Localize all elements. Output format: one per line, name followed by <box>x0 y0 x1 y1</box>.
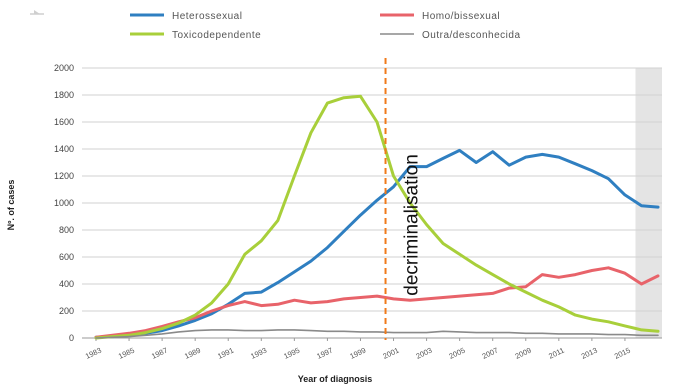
y-tick-label: 1200 <box>54 171 74 181</box>
legend-label: Outra/desconhecida <box>422 30 521 41</box>
legend-label: Homo/bissexual <box>422 11 500 22</box>
y-tick-label: 1000 <box>54 198 74 208</box>
series-line-heterossexual <box>94 148 660 339</box>
x-tick-label: 1999 <box>348 346 367 361</box>
x-axis-title: Year of diagnosis <box>298 374 373 384</box>
x-tick-label: 1995 <box>282 346 301 361</box>
y-tick-label: 1800 <box>54 90 74 100</box>
legend-label: Heterossexual <box>172 11 242 22</box>
y-tick-label: 200 <box>59 306 74 316</box>
y-tick-label: 400 <box>59 279 74 289</box>
x-tick-label: 2013 <box>580 346 599 361</box>
x-axis: 1983 1985 1987 1989 1991 1993 1995 1997 1999 2001… <box>84 338 632 361</box>
x-tick-label: 2011 <box>547 346 565 361</box>
series-line-toxicodependente <box>94 94 660 340</box>
x-tick-label: 2005 <box>448 346 467 361</box>
top-left-corner-mark <box>30 10 44 15</box>
x-tick-label: 1997 <box>315 346 334 361</box>
x-tick-label: 2007 <box>481 346 500 361</box>
series-lines <box>94 94 660 340</box>
gridlines <box>82 67 662 339</box>
x-tick-label: 1989 <box>183 346 202 361</box>
legend: Heterossexual Homo/bissexual Toxicodepende… <box>130 11 521 41</box>
x-tick-label: 2003 <box>415 346 434 361</box>
x-tick-label: 2015 <box>613 346 632 361</box>
legend-label: Toxicodependente <box>172 30 261 41</box>
y-tick-label: 1600 <box>54 117 74 127</box>
x-tick-label: 1991 <box>216 346 235 361</box>
series-line-outra-desconhecida <box>95 329 659 339</box>
x-tick-label: 1987 <box>150 346 169 361</box>
y-tick-label: 800 <box>59 225 74 235</box>
y-tick-label: 2000 <box>54 63 74 73</box>
x-tick-label: 2009 <box>514 346 533 361</box>
y-tick-label: 600 <box>59 252 74 262</box>
decriminalisation-annotation: decriminalisation <box>384 58 423 340</box>
y-axis-title: Nº. of cases <box>6 180 16 231</box>
x-tick-label: 1993 <box>249 346 268 361</box>
y-tick-label: 0 <box>69 333 74 343</box>
y-axis: 0 200 400 600 800 1000 1200 1400 1600 1800 2000 <box>54 63 74 343</box>
x-tick-label: 1983 <box>84 346 103 361</box>
decriminalisation-label: decriminalisation <box>402 154 423 296</box>
y-tick-label: 1400 <box>54 144 74 154</box>
x-tick-label: 1985 <box>117 346 136 361</box>
x-tick-label: 2001 <box>381 346 400 361</box>
